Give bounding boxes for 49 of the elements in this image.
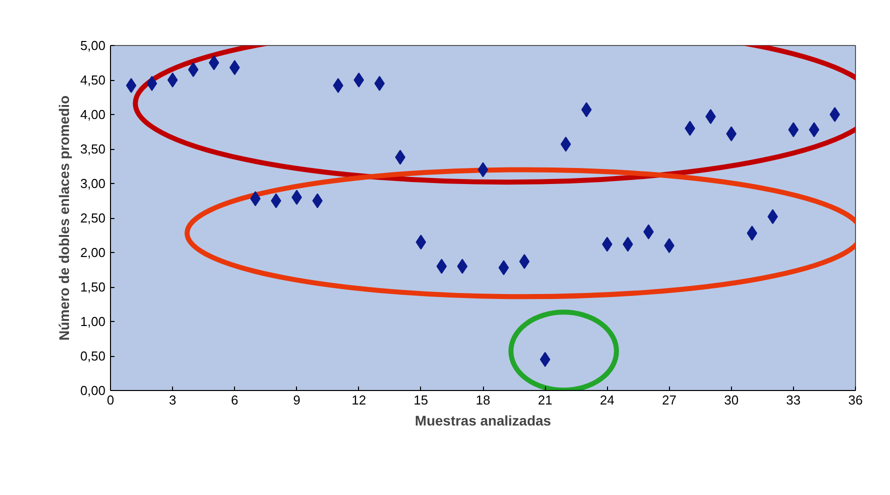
x-axis-title: Muestras analizadas <box>414 412 552 428</box>
y-tick-label: 4,00 <box>80 107 106 122</box>
point <box>146 76 158 91</box>
point <box>684 120 696 136</box>
point <box>540 352 550 367</box>
x-tick-label: 21 <box>538 392 552 408</box>
point <box>705 109 716 124</box>
x-tick-label: 18 <box>476 392 490 408</box>
y-tick-label: 5,00 <box>80 38 106 53</box>
y-tick-label: 1,00 <box>80 314 106 329</box>
point <box>643 224 654 240</box>
x-tick-label: 0 <box>106 392 114 408</box>
x-tick-label: 27 <box>662 392 676 408</box>
point <box>622 236 634 252</box>
point <box>208 55 220 70</box>
point <box>581 102 592 118</box>
point <box>354 72 364 88</box>
point <box>250 191 261 206</box>
point <box>416 234 426 250</box>
x-tick-label: 30 <box>724 392 739 408</box>
point <box>312 193 323 208</box>
point <box>830 107 840 122</box>
y-tick-label: 3,00 <box>80 176 106 191</box>
point <box>519 254 530 269</box>
y-tick-label: 2,50 <box>80 210 106 226</box>
x-tick-label: 24 <box>600 392 614 408</box>
y-tick-label: 3,50 <box>80 142 106 156</box>
y-tick-label: 4,50 <box>80 72 106 88</box>
y-tick-label: 0,00 <box>80 383 106 398</box>
x-tick-label: 33 <box>786 392 801 408</box>
point <box>808 122 820 138</box>
x-tick-label: 3 <box>168 392 176 408</box>
point <box>374 76 385 91</box>
y-axis-title: Número de dobles enlaces promedio <box>56 95 72 341</box>
point <box>436 258 447 274</box>
x-tick-label: 6 <box>231 392 238 408</box>
point <box>788 122 799 138</box>
point <box>270 193 282 208</box>
point <box>746 226 758 241</box>
x-tick-label: 36 <box>848 392 863 408</box>
point <box>167 72 178 88</box>
point <box>332 78 344 94</box>
y-tick-label: 2,00 <box>80 245 106 260</box>
x-tick-label: 9 <box>293 392 300 408</box>
y-tick-label: 0,50 <box>80 348 106 364</box>
x-tick-label: 12 <box>352 392 366 408</box>
point <box>478 162 488 178</box>
y-tick-label: 1,50 <box>80 280 106 294</box>
x-tick-label: 15 <box>414 392 428 408</box>
